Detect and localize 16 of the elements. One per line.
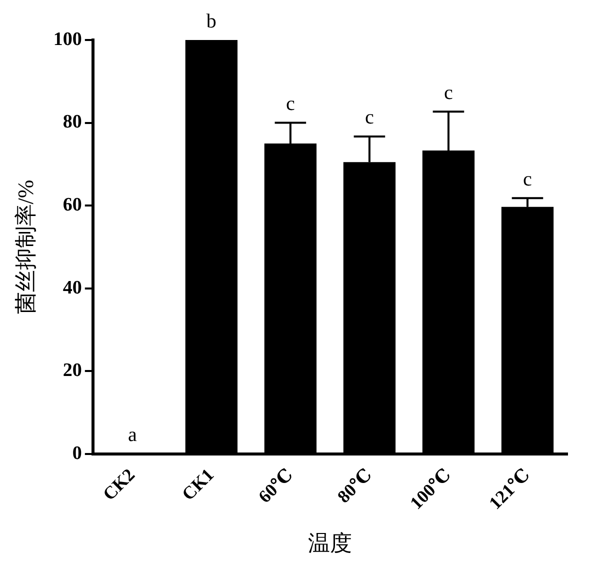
x-tick-label: CK1 bbox=[178, 464, 218, 504]
y-tick-label: 40 bbox=[62, 277, 82, 298]
x-tick-label: CK2 bbox=[98, 464, 139, 504]
y-tick-label: 0 bbox=[72, 442, 82, 464]
annotation: a bbox=[128, 424, 137, 446]
annotation: c bbox=[286, 93, 295, 116]
y-axis-title: 菌丝抑制率/% bbox=[12, 180, 38, 314]
annotation: c bbox=[444, 82, 454, 104]
y-tick-label: 60 bbox=[62, 194, 82, 216]
annotation: c bbox=[523, 168, 532, 190]
annotation: c bbox=[365, 106, 374, 129]
x-axis-title: 温度 bbox=[308, 530, 352, 556]
text: b bbox=[206, 10, 216, 32]
y-tick-label: 100 bbox=[53, 28, 82, 50]
y-tick-label: 80 bbox=[62, 112, 82, 133]
y-tick-label: 20 bbox=[62, 360, 82, 382]
